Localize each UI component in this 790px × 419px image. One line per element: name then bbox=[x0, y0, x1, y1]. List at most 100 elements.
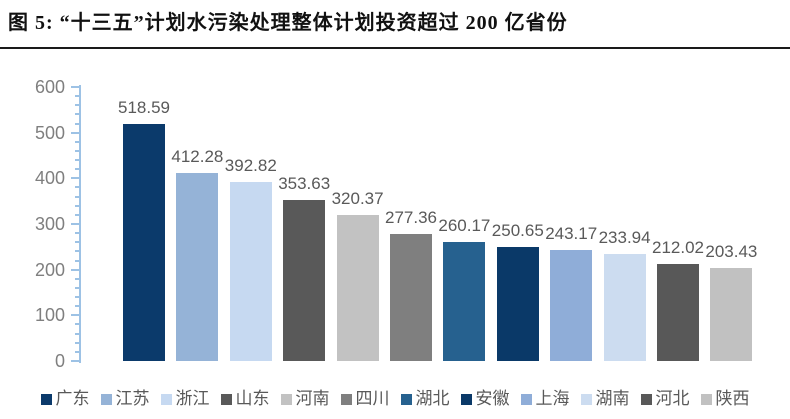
y-major-tick bbox=[71, 268, 79, 271]
y-minor-tick bbox=[75, 213, 79, 216]
chart-legend: 广东 江苏 浙江 山东 河南 四川 湖北 安徽 上海 湖南 河北 陕西 bbox=[0, 389, 790, 409]
y-minor-tick bbox=[75, 168, 79, 171]
bar-value-label: 260.17 bbox=[438, 216, 491, 236]
y-axis-tick-label: 100 bbox=[34, 305, 65, 326]
legend-label: 湖南 bbox=[595, 389, 630, 408]
bar-value-label: 320.37 bbox=[331, 188, 384, 208]
y-axis-tick-label: 400 bbox=[34, 168, 65, 189]
legend-item-湖南: 湖南 bbox=[580, 389, 630, 409]
legend-label: 上海 bbox=[535, 389, 570, 408]
y-major-tick bbox=[71, 360, 79, 362]
bar-湖北 bbox=[443, 242, 486, 361]
bar-chart: 0 100 200 300 400 500 600 518.59 412.28 392.82 353… bbox=[0, 52, 790, 419]
legend-swatch-icon bbox=[280, 393, 292, 405]
legend-item-安徽: 安徽 bbox=[460, 389, 510, 409]
y-major-tick bbox=[71, 86, 79, 88]
legend-label: 山东 bbox=[235, 389, 270, 408]
title-divider bbox=[0, 47, 790, 49]
y-minor-tick bbox=[75, 232, 79, 235]
legend-label: 浙江 bbox=[175, 389, 210, 408]
y-axis-line bbox=[79, 85, 81, 363]
y-axis-tick-label: 500 bbox=[34, 122, 65, 143]
legend-label: 河北 bbox=[655, 389, 690, 408]
legend-item-广东: 广东 bbox=[40, 389, 90, 409]
legend-swatch-icon bbox=[400, 393, 412, 405]
bar-陕西 bbox=[710, 268, 753, 361]
y-minor-tick bbox=[75, 332, 79, 335]
y-minor-tick bbox=[75, 122, 79, 125]
bar-江苏 bbox=[176, 172, 219, 361]
bar-湖南 bbox=[603, 254, 646, 361]
y-major-tick bbox=[71, 131, 79, 134]
legend-item-湖北: 湖北 bbox=[400, 389, 450, 409]
y-minor-tick bbox=[75, 159, 79, 162]
legend-item-山东: 山东 bbox=[220, 389, 270, 409]
legend-swatch-icon bbox=[40, 393, 52, 405]
bar-value-label: 243.17 bbox=[545, 223, 598, 243]
y-major-tick bbox=[71, 314, 79, 317]
legend-label: 湖北 bbox=[415, 389, 450, 408]
legend-item-四川: 四川 bbox=[340, 389, 390, 409]
bar-山东 bbox=[283, 199, 326, 361]
legend-swatch-icon bbox=[340, 393, 352, 405]
y-major-tick bbox=[71, 223, 79, 225]
y-axis-tick-label: 600 bbox=[34, 77, 65, 97]
bar-value-label: 412.28 bbox=[171, 146, 224, 166]
legend-swatch-icon bbox=[700, 393, 712, 405]
y-minor-tick bbox=[75, 323, 79, 326]
legend-swatch-icon bbox=[580, 393, 592, 405]
y-minor-tick bbox=[75, 186, 79, 189]
legend-swatch-icon bbox=[520, 393, 532, 405]
bar-value-label: 250.65 bbox=[491, 220, 544, 240]
y-major-tick bbox=[71, 177, 79, 180]
y-minor-tick bbox=[75, 305, 79, 308]
y-minor-tick bbox=[75, 195, 79, 198]
legend-swatch-icon bbox=[460, 393, 472, 405]
y-minor-tick bbox=[75, 241, 79, 244]
figure-title: 图 5: “十三五”计划水污染处理整体计划投资超过 200 亿省份 bbox=[8, 12, 568, 34]
legend-label: 河南 bbox=[295, 389, 330, 408]
legend-label: 广东 bbox=[55, 389, 90, 408]
bar-value-label: 212.02 bbox=[652, 238, 704, 258]
bar-value-label: 277.36 bbox=[385, 208, 437, 228]
bar-安徽 bbox=[496, 246, 539, 361]
y-minor-tick bbox=[75, 296, 79, 299]
legend-item-陕西: 陕西 bbox=[700, 389, 750, 409]
y-minor-tick bbox=[75, 250, 79, 253]
legend-item-浙江: 浙江 bbox=[160, 389, 210, 409]
legend-swatch-icon bbox=[220, 393, 232, 405]
bar-四川 bbox=[390, 234, 432, 361]
bar-value-label: 392.82 bbox=[224, 155, 277, 175]
legend-item-河北: 河北 bbox=[640, 389, 690, 409]
legend-label: 江苏 bbox=[115, 389, 150, 408]
legend-label: 四川 bbox=[355, 389, 390, 408]
y-minor-tick bbox=[75, 149, 79, 152]
bar-value-label: 233.94 bbox=[598, 228, 651, 248]
y-minor-tick bbox=[75, 140, 79, 143]
bar-浙江 bbox=[229, 181, 272, 361]
y-axis-tick-label: 200 bbox=[34, 259, 65, 280]
legend-swatch-icon bbox=[640, 393, 652, 405]
legend-swatch-icon bbox=[100, 393, 112, 405]
bar-上海 bbox=[550, 249, 593, 361]
y-minor-tick bbox=[75, 204, 79, 207]
bar-河南 bbox=[336, 214, 379, 361]
y-minor-tick bbox=[75, 113, 79, 116]
legend-item-河南: 河南 bbox=[280, 389, 330, 409]
legend-swatch-icon bbox=[160, 393, 172, 405]
y-axis-tick-label: 300 bbox=[34, 214, 65, 234]
legend-item-江苏: 江苏 bbox=[100, 389, 150, 409]
y-minor-tick bbox=[75, 259, 79, 262]
bar-value-label: 203.43 bbox=[705, 242, 758, 262]
bar-value-label: 518.59 bbox=[118, 98, 170, 118]
y-axis-tick-label: 0 bbox=[54, 351, 65, 371]
bar-河北 bbox=[657, 264, 699, 361]
legend-item-上海: 上海 bbox=[520, 389, 570, 409]
bar-广东 bbox=[123, 124, 165, 361]
bar-value-label: 353.63 bbox=[278, 173, 331, 193]
y-minor-tick bbox=[75, 350, 79, 353]
y-minor-tick bbox=[75, 341, 79, 344]
legend-label: 陕西 bbox=[715, 389, 750, 408]
legend-label: 安徽 bbox=[475, 389, 510, 408]
